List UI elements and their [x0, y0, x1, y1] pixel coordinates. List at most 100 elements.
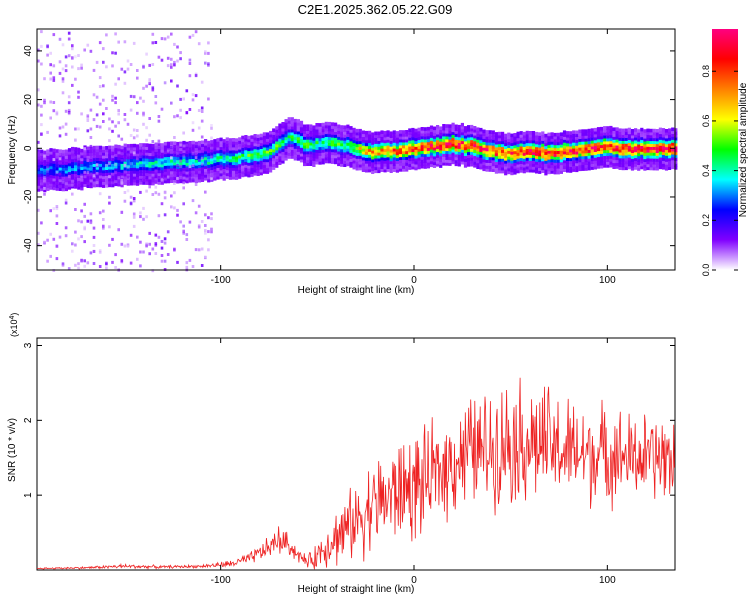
- spectrogram-noise-cell: [142, 111, 145, 115]
- spectrogram-cell: [671, 150, 675, 155]
- spectrogram-cell: [411, 136, 415, 141]
- spectrogram-cell: [627, 139, 631, 143]
- spectrogram-cell: [600, 153, 604, 157]
- spectrogram-cell: [225, 137, 229, 141]
- spectrogram-cell: [278, 132, 282, 136]
- spectrogram-cell: [467, 163, 471, 167]
- spectrogram-cell: [299, 147, 304, 151]
- spectrogram-cell: [674, 160, 678, 164]
- spectrogram-cell: [275, 146, 279, 151]
- spectrogram-cell: [417, 139, 421, 143]
- spectrogram-noise-cell: [160, 254, 164, 257]
- spectrogram-cell: [451, 122, 455, 127]
- spectrogram-cell: [630, 134, 635, 139]
- spectrogram-cell: [95, 148, 99, 153]
- spectrogram-cell: [646, 143, 650, 147]
- spectrogram-cell: [569, 148, 573, 153]
- spectrogram-cell: [74, 176, 78, 180]
- spectrogram-cell: [182, 167, 186, 171]
- spectrogram-cell: [281, 133, 285, 138]
- spectrogram-cell: [259, 168, 263, 173]
- spectrogram-cell: [646, 160, 650, 165]
- spectrogram-cell: [482, 150, 486, 154]
- spectrogram-cell: [494, 146, 498, 151]
- spectrogram-noise-cell: [86, 171, 90, 175]
- spectrogram-cell: [559, 152, 563, 157]
- spectrogram-cell: [296, 136, 300, 141]
- spectrogram-cell: [606, 143, 610, 148]
- spectrogram-cell: [123, 166, 127, 171]
- spectrogram-cell: [507, 141, 511, 145]
- spectrogram-cell: [361, 156, 365, 161]
- spectrogram-cell: [497, 140, 502, 145]
- spectrogram-cell: [61, 149, 65, 154]
- spectrogram-cell: [318, 123, 322, 127]
- spectrogram-cell: [139, 148, 143, 153]
- spectrogram-cell: [188, 161, 192, 166]
- spectrogram-cell: [402, 156, 406, 160]
- spectrogram-cell: [652, 140, 656, 145]
- spectrogram-noise-cell: [207, 41, 210, 45]
- spectrogram-cell: [485, 165, 489, 169]
- spectrogram-cell: [522, 140, 526, 145]
- spectrogram-noise-cell: [207, 51, 210, 55]
- spectrogram-cell: [293, 154, 297, 158]
- spectrogram-noise-cell: [148, 82, 151, 86]
- spectrogram-noise-cell: [52, 76, 56, 80]
- spectrogram-cell: [439, 164, 443, 168]
- spectrogram-cell: [671, 136, 675, 140]
- spectrogram-cell: [358, 161, 362, 165]
- spectrogram-cell: [92, 160, 96, 164]
- spectrogram-cell: [621, 146, 625, 150]
- spectrogram-cell: [312, 145, 316, 150]
- spectrogram-cell: [668, 151, 672, 156]
- spectrogram-noise-cell: [173, 42, 176, 46]
- spectrogram-cell: [491, 145, 495, 149]
- spectrogram-cell: [98, 183, 103, 188]
- spectrogram-noise-cell: [120, 242, 124, 246]
- spectrogram-cell: [272, 140, 276, 144]
- spectrogram-cell: [544, 142, 548, 147]
- spectrogram-cell: [497, 134, 502, 139]
- spectrogram-cell: [405, 141, 409, 146]
- spectrogram-cell: [293, 145, 297, 149]
- spectrogram-cell: [67, 162, 72, 167]
- spectrogram-noise-cell: [102, 47, 105, 51]
- spectrogram-cell: [309, 147, 313, 152]
- spectrogram-cell: [535, 134, 539, 139]
- spectrogram-cell: [204, 159, 208, 164]
- spectrogram-cell: [355, 128, 359, 133]
- spectrogram-cell: [86, 175, 90, 180]
- spectrogram-cell: [479, 127, 483, 132]
- spectrogram-cell: [312, 137, 316, 141]
- spectrogram-noise-cell: [55, 205, 59, 208]
- spectrogram-cell: [126, 152, 130, 157]
- spectrogram-noise-cell: [102, 218, 105, 221]
- spectrogram-cell: [637, 140, 641, 145]
- spectrogram-cell: [321, 131, 325, 136]
- spectrogram-cell: [457, 148, 461, 152]
- spectrogram-cell: [497, 149, 502, 153]
- spectrogram-cell: [634, 134, 638, 138]
- spectrogram-cell: [247, 138, 251, 143]
- spectrogram-cell: [578, 167, 582, 172]
- spectrogram-cell: [389, 169, 393, 173]
- spectrogram-cell: [71, 176, 75, 180]
- spectrogram-cell: [98, 180, 103, 185]
- spectrogram-cell: [284, 145, 288, 149]
- spectrogram-cell: [618, 148, 622, 153]
- spectrogram-cell: [473, 129, 477, 133]
- spectrogram-noise-cell: [98, 192, 102, 196]
- spectrogram-cell: [157, 163, 161, 168]
- spectrogram-cell: [371, 132, 375, 136]
- spectrogram-cell: [235, 144, 239, 148]
- spectrogram-cell: [71, 158, 75, 163]
- spectrogram-noise-cell: [108, 243, 111, 247]
- spectrogram-cell: [154, 157, 158, 161]
- spectrogram-cell: [618, 154, 622, 159]
- spectrogram-cell: [275, 164, 279, 168]
- spectrogram-cell: [414, 140, 418, 144]
- spectrogram-cell: [383, 133, 387, 138]
- spectrogram-cell: [256, 140, 260, 144]
- spectrogram-cell: [83, 177, 87, 182]
